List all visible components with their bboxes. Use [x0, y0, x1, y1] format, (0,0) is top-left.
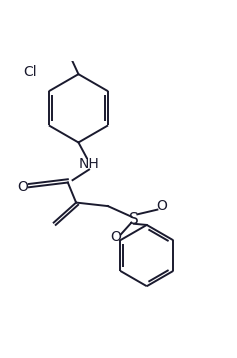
Text: O: O [111, 230, 122, 244]
Text: O: O [157, 199, 168, 213]
Text: S: S [129, 212, 139, 227]
Text: Cl: Cl [23, 65, 37, 79]
Text: O: O [18, 180, 28, 194]
Text: NH: NH [79, 157, 100, 171]
